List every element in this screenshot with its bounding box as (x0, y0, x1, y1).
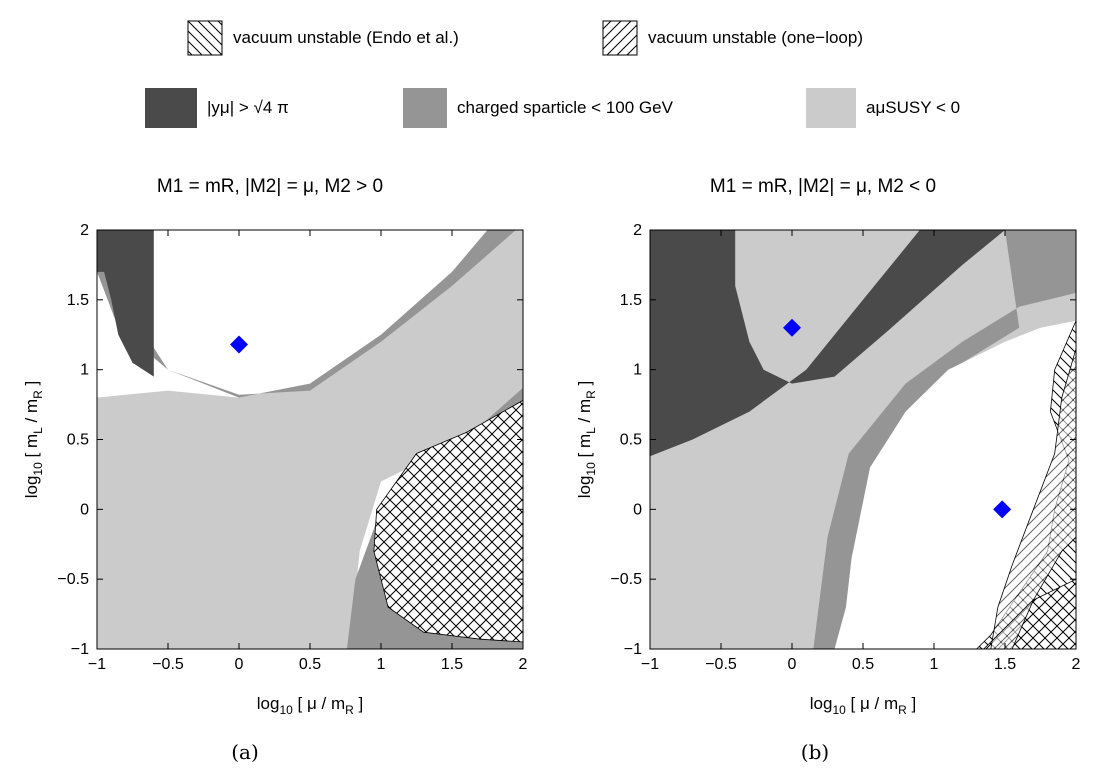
y-axis-label: log10 [ mL / mR ] (575, 381, 598, 499)
y-tick-label: 1 (633, 362, 642, 379)
region-hatch-cross (373, 399, 523, 643)
plot-b: −1−1 −0.5 −0.5 0 0 0.5 0.5 1 1 1.5 1.5 2 2 log10 [ μ … (575, 222, 1081, 717)
back-hatch-swatch-icon (187, 20, 223, 56)
x-tick-label: −0.5 (705, 656, 737, 673)
y-tick-label: −0.5 (610, 571, 642, 588)
region-light (97, 230, 523, 649)
y-tick-label: 1.5 (67, 292, 89, 309)
legend: vacuum unstable (Endo et al.) vacuum uns… (0, 0, 1098, 140)
region-dark (97, 230, 154, 377)
x-tick-label: 0.5 (852, 656, 874, 673)
y-tick-label: 0 (633, 501, 642, 518)
caption-b: (b) (800, 740, 830, 764)
x-tick-label: −0.5 (152, 656, 184, 673)
panel-a: M1 = mR, |M2| = μ, M2 > 0 −1 −1 −0.5 −0.5 0 0… (0, 170, 540, 730)
region-dark (650, 230, 1005, 457)
legend-item-oneloop: vacuum unstable (one−loop) (602, 20, 863, 56)
x-tick-label: −1 (88, 656, 106, 673)
x-tick-label: 0.5 (299, 656, 321, 673)
plot-a: −1−1 −0.5 −0.5 0 0 0.5 0.5 1 1 1.5 1.5 2 2 log10 [ μ … (22, 222, 528, 717)
legend-item-light: aμSUSY < 0 (806, 88, 960, 128)
y-tick-label: −0.5 (57, 571, 89, 588)
x-tick-label: 2 (1072, 656, 1081, 673)
y-tick-label: −1 (624, 641, 642, 658)
plot-region-group (650, 230, 1076, 649)
caption-a: (a) (231, 740, 259, 764)
benchmark-point (230, 335, 248, 354)
region-medium (813, 230, 1076, 649)
x-tick-label: 0 (235, 656, 244, 673)
x-tick-label: 1 (930, 656, 939, 673)
y-tick-label: 0.5 (67, 432, 89, 449)
x-tick-label: 0 (788, 656, 797, 673)
y-tick-label: 0 (80, 501, 89, 518)
legend-label-oneloop: vacuum unstable (one−loop) (648, 28, 863, 47)
legend-label-endo: vacuum unstable (Endo et al.) (233, 28, 459, 47)
x-tick-label: 1.5 (994, 656, 1016, 673)
panel-a-title: M1 = mR, |M2| = μ, M2 > 0 (156, 176, 384, 197)
y-tick-label: −1 (71, 641, 89, 658)
x-tick-label: 2 (519, 656, 528, 673)
legend-item-endo: vacuum unstable (Endo et al.) (187, 20, 459, 56)
legend-label-dark: |yμ| > √4 π (207, 98, 289, 117)
light-swatch-icon (806, 88, 856, 128)
region-hatch-oneloop (990, 348, 1076, 649)
y-tick-label: 2 (80, 222, 89, 239)
legend-label-light: aμSUSY < 0 (866, 98, 961, 117)
legend-item-dark: |yμ| > √4 π (145, 88, 289, 128)
x-axis-label: log10 [ μ / mR ] (257, 694, 363, 717)
x-tick-label: 1 (377, 656, 386, 673)
benchmark-point (783, 318, 801, 337)
forward-hatch-swatch-icon (602, 20, 638, 56)
y-tick-label: 1.5 (620, 292, 642, 309)
x-tick-label: −1 (641, 656, 659, 673)
plot-region-group (97, 230, 523, 649)
x-axis-label: log10 [ μ / mR ] (810, 694, 916, 717)
y-axis-label: log10 [ mL / mR ] (22, 381, 45, 499)
x-tick-label: 1.5 (441, 656, 463, 673)
y-tick-label: 0.5 (620, 432, 642, 449)
y-tick-label: 2 (633, 222, 642, 239)
medium-swatch-icon (403, 88, 447, 128)
panel-b: M1 = mR, |M2| = μ, M2 < 0 −1 −1 −0.5 −0.5 0 0… (553, 170, 1093, 730)
y-tick-label: 1 (80, 362, 89, 379)
panel-b-title: M1 = mR, |M2| = μ, M2 < 0 (709, 176, 937, 197)
legend-label-medium: charged sparticle < 100 GeV (457, 98, 673, 117)
dark-swatch-icon (145, 88, 197, 128)
legend-item-medium: charged sparticle < 100 GeV (403, 88, 673, 128)
benchmark-point (993, 500, 1012, 519)
region-medium-upper (97, 230, 516, 398)
